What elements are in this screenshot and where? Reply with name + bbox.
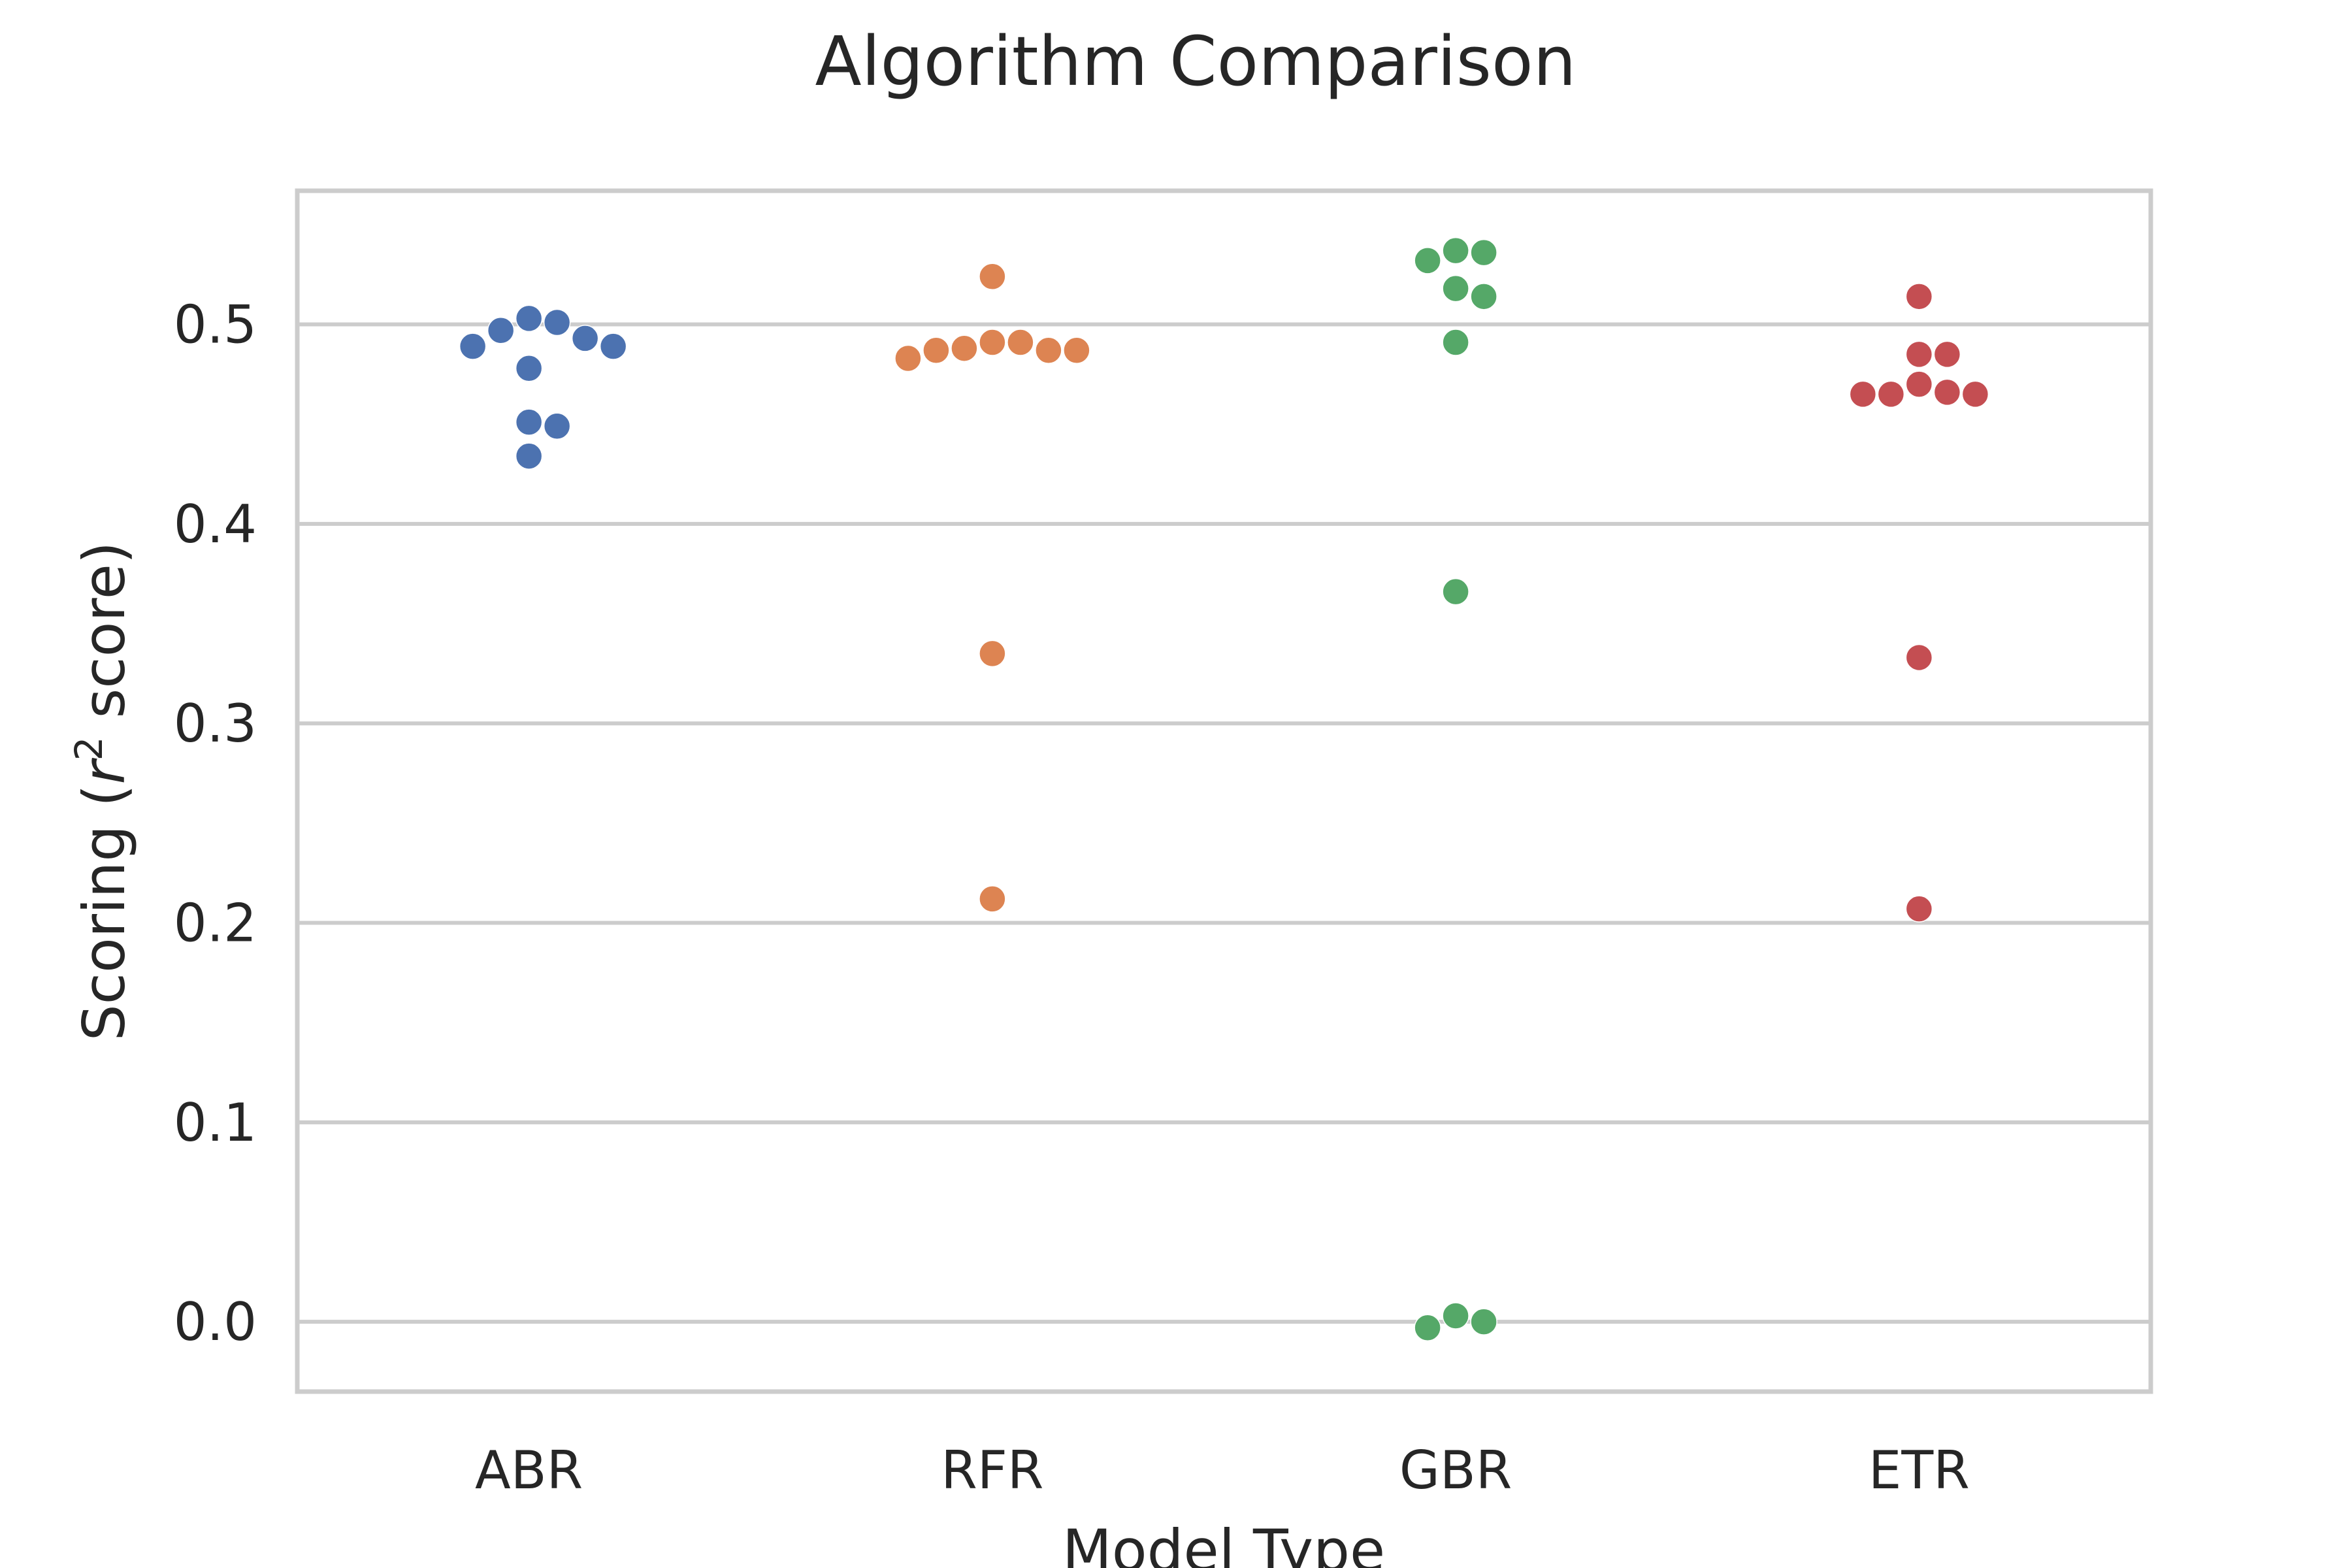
y-axis-label-sup: 2 (67, 737, 111, 761)
y-tick-labels: 0.0 0.1 0.2 0.3 0.4 0.5 (174, 295, 257, 1353)
data-point-rfr (923, 336, 950, 365)
data-point-etr (1905, 340, 1933, 368)
y-tick-label: 0.0 (174, 1292, 257, 1352)
y-axis-label: Scoring (r2 score) (67, 542, 138, 1041)
data-point-etr (1905, 283, 1933, 310)
data-point-gbr (1414, 1314, 1441, 1342)
data-point-abr (515, 354, 543, 382)
data-point-gbr (1442, 578, 1469, 606)
data-point-rfr (951, 335, 978, 362)
grid-lines (297, 322, 2151, 1324)
chart-title: Algorithm Comparison (815, 22, 1576, 101)
x-tick-label: GBR (1399, 1440, 1512, 1501)
y-tick-label: 0.5 (174, 295, 257, 355)
y-axis-label-var: r (71, 758, 138, 785)
y-tick-label: 0.4 (174, 494, 257, 555)
data-point-rfr (894, 344, 922, 372)
data-point-etr (1905, 644, 1933, 672)
x-axis-label: Model Type (1062, 1517, 1385, 1568)
x-tick-label: ABR (475, 1440, 583, 1501)
data-point-abr (515, 442, 543, 470)
data-point-gbr (1470, 1308, 1497, 1335)
data-point-etr (1905, 895, 1933, 923)
y-tick-label: 0.2 (174, 893, 257, 954)
data-points (459, 237, 1989, 1342)
data-point-abr (515, 304, 543, 333)
data-point-abr (515, 408, 543, 436)
y-axis-label-suffix: score) (71, 542, 138, 737)
data-point-etr (1877, 380, 1905, 408)
data-point-rfr (979, 329, 1006, 356)
data-point-abr (487, 316, 515, 344)
y-axis-label-prefix: Scoring ( (71, 785, 138, 1041)
data-point-etr (1961, 380, 1989, 408)
x-tick-labels: ABR RFR GBR ETR (475, 1440, 1970, 1501)
data-point-rfr (979, 640, 1006, 668)
data-point-abr (599, 333, 627, 360)
data-point-gbr (1442, 237, 1469, 265)
data-point-abr (543, 308, 571, 336)
x-tick-label: ETR (1869, 1440, 1970, 1501)
data-point-etr (1933, 340, 1961, 368)
data-point-etr (1933, 378, 1961, 406)
data-point-gbr (1442, 329, 1469, 356)
data-point-abr (543, 412, 571, 440)
data-point-gbr (1470, 283, 1497, 310)
x-tick-label: RFR (941, 1440, 1043, 1501)
data-point-rfr (979, 885, 1006, 913)
data-point-abr (571, 325, 599, 352)
y-tick-label: 0.1 (174, 1092, 257, 1153)
data-point-gbr (1442, 1302, 1469, 1330)
data-point-gbr (1414, 247, 1441, 274)
data-point-rfr (1063, 336, 1090, 365)
data-point-rfr (1035, 336, 1062, 365)
data-point-etr (1849, 380, 1877, 408)
data-point-gbr (1470, 238, 1497, 267)
data-point-abr (459, 333, 487, 360)
y-tick-label: 0.3 (174, 693, 257, 754)
plot-frame (295, 188, 2153, 1394)
data-point-rfr (979, 263, 1006, 291)
data-point-gbr (1442, 274, 1469, 302)
data-point-rfr (1007, 329, 1034, 356)
data-point-etr (1905, 370, 1933, 398)
